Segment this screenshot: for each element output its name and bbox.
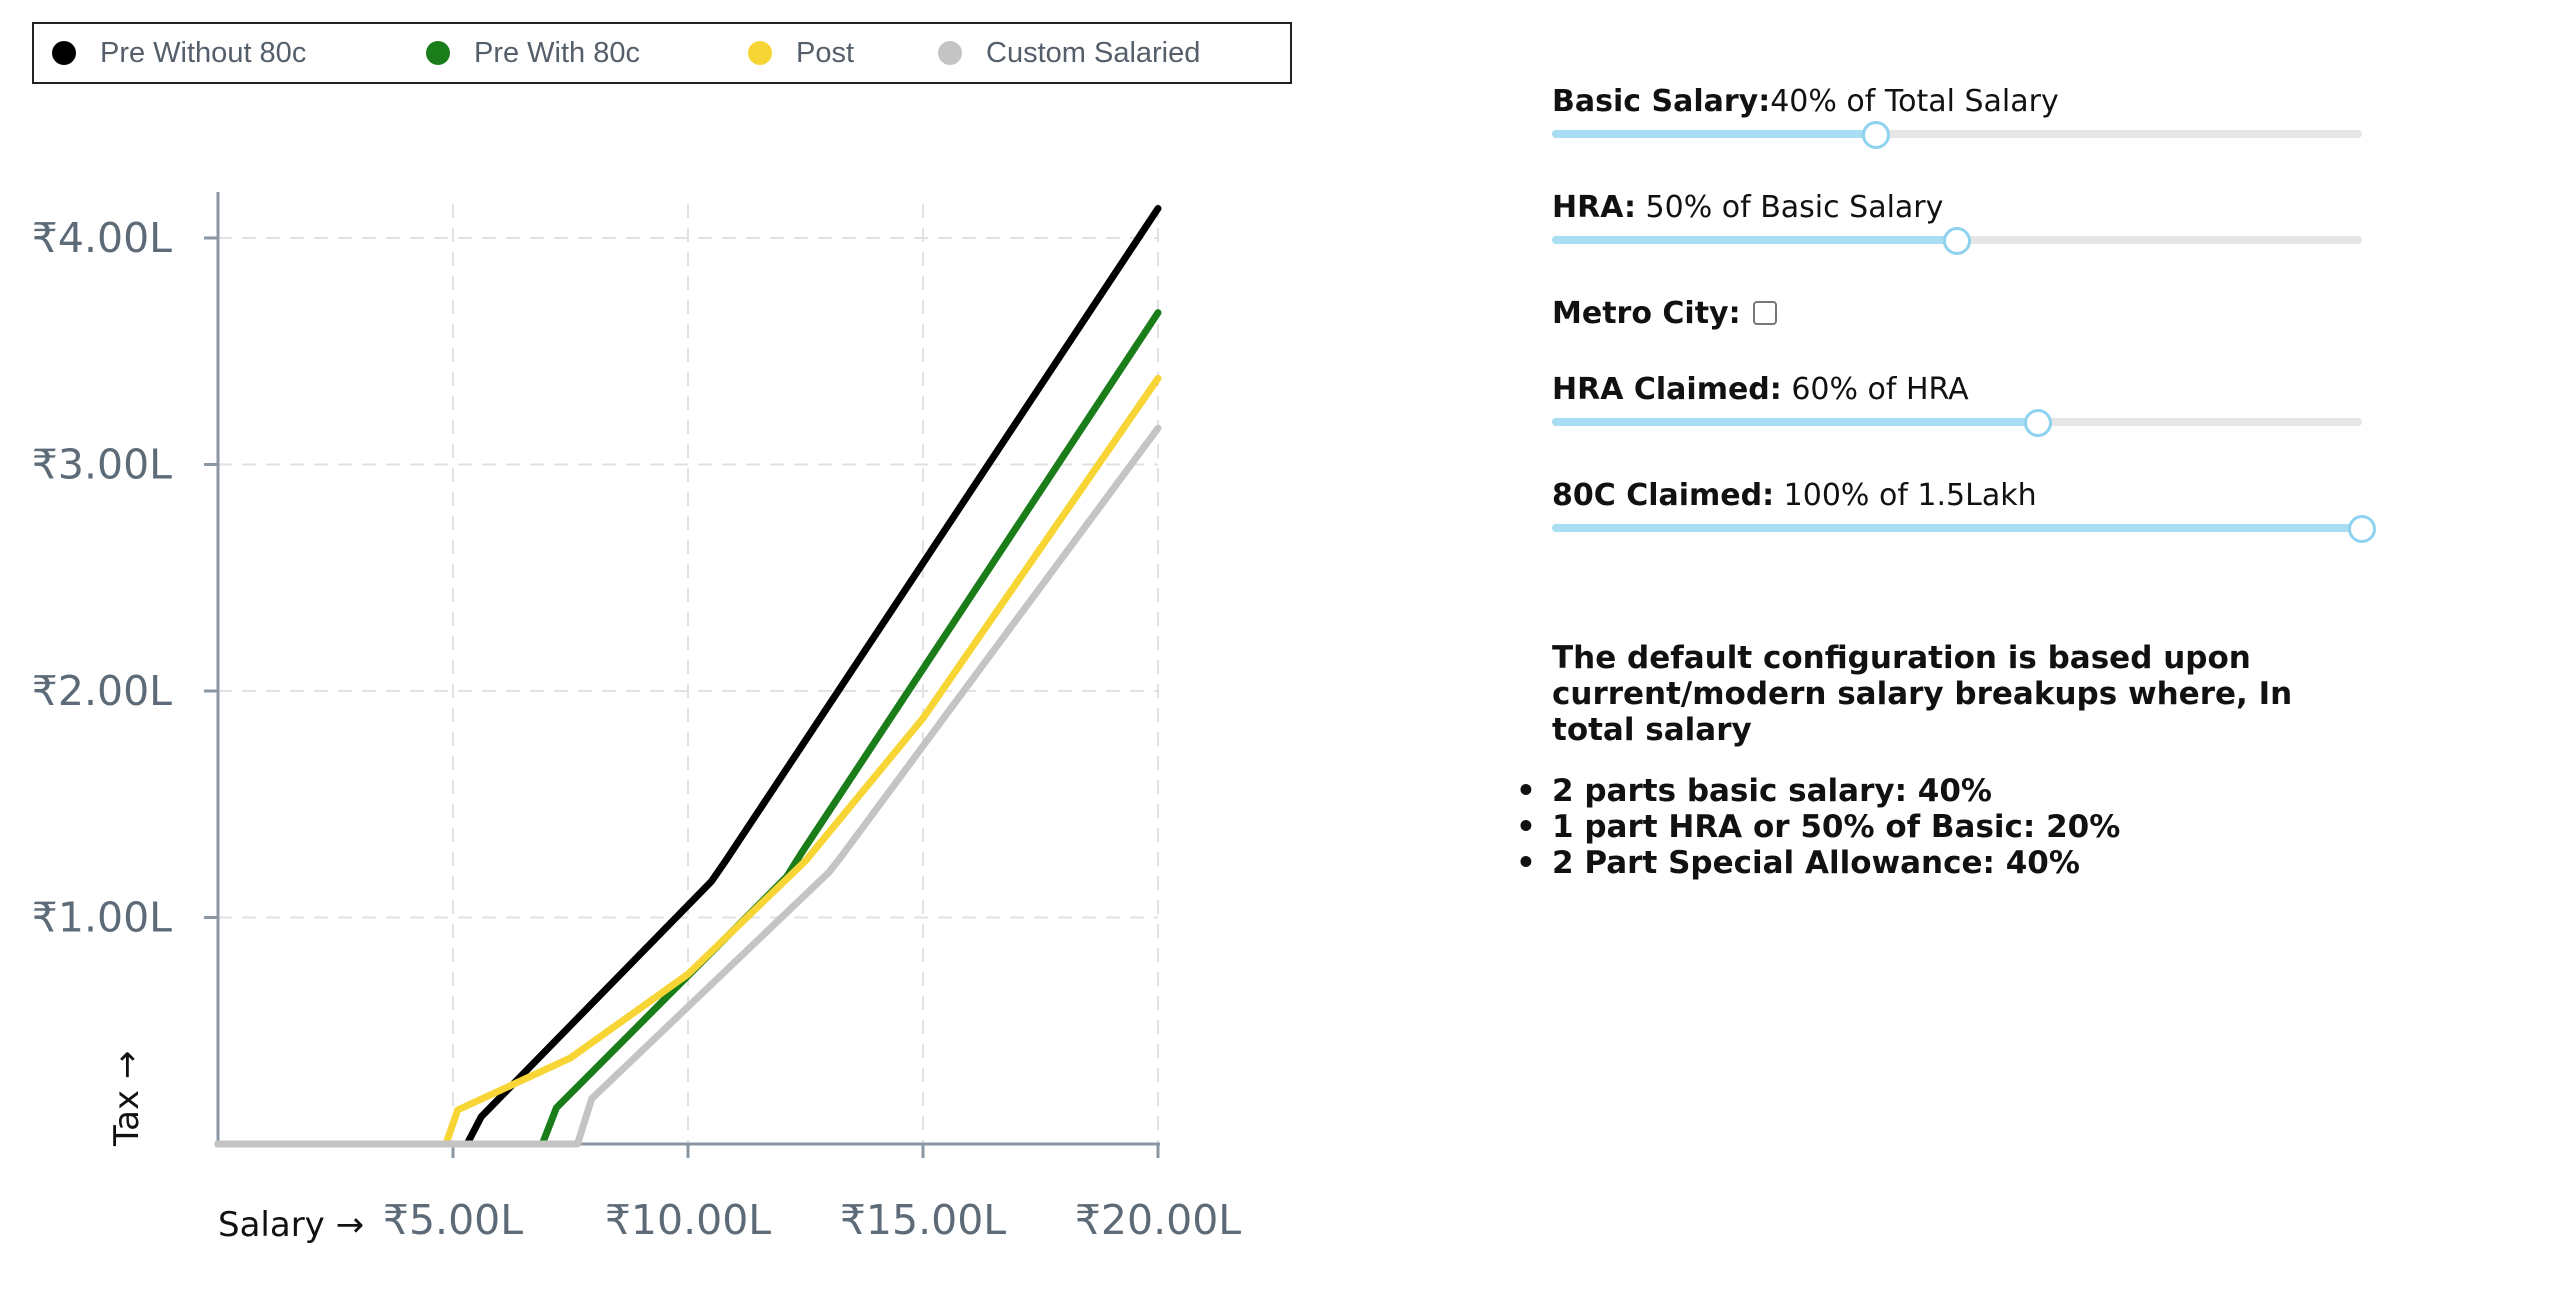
metro-city-label: Metro City: bbox=[1552, 296, 1777, 331]
hra-claimed-slider[interactable] bbox=[1552, 408, 2362, 437]
y-tick-label: ₹2.00L bbox=[32, 667, 172, 715]
series-line bbox=[214, 309, 1162, 1148]
legend-dot-icon bbox=[748, 41, 772, 65]
slider-thumb[interactable] bbox=[1943, 227, 1971, 255]
80c-claimed-slider[interactable] bbox=[1552, 514, 2376, 543]
legend-dot-icon bbox=[426, 41, 450, 65]
slider-thumb[interactable] bbox=[1862, 121, 1890, 149]
hra-slider[interactable] bbox=[1552, 226, 2362, 255]
legend-item-pre-without-80c[interactable]: Pre Without 80c bbox=[52, 24, 306, 82]
chart-legend: Pre Without 80c Pre With 80c Post Custom… bbox=[32, 22, 1292, 84]
breakup-list: 2 parts basic salary: 40% 1 part HRA or … bbox=[1516, 773, 2120, 881]
legend-dot-icon bbox=[938, 41, 962, 65]
hra-claimed-label: HRA Claimed: 60% of HRA bbox=[1552, 372, 1969, 407]
x-tick-label: ₹10.00L bbox=[605, 1196, 771, 1244]
legend-item-post[interactable]: Post bbox=[748, 24, 854, 82]
legend-dot-icon bbox=[52, 41, 76, 65]
slider-thumb[interactable] bbox=[2024, 409, 2052, 437]
y-axis-title: Tax → bbox=[107, 1051, 147, 1147]
controls-panel: Basic Salary:40% of Total Salary HRA: 50… bbox=[1516, 0, 2552, 1304]
x-tick-label: ₹15.00L bbox=[840, 1196, 1006, 1244]
legend-item-custom-salaried[interactable]: Custom Salaried bbox=[938, 24, 1200, 82]
series-line bbox=[214, 424, 1162, 1148]
y-tick-label: ₹1.00L bbox=[32, 893, 172, 941]
y-tick-label: ₹4.00L bbox=[32, 214, 172, 262]
80c-claimed-label: 80C Claimed: 100% of 1.5Lakh bbox=[1552, 478, 2037, 513]
metro-city-checkbox[interactable] bbox=[1752, 301, 1777, 325]
config-note: The default configuration is based upon … bbox=[1552, 640, 2293, 748]
legend-label: Pre Without 80c bbox=[100, 36, 307, 69]
x-tick-label: ₹20.00L bbox=[1075, 1196, 1241, 1244]
x-axis-title: Salary → bbox=[218, 1205, 364, 1245]
basic-salary-label: Basic Salary:40% of Total Salary bbox=[1552, 84, 2059, 119]
legend-item-pre-with-80c[interactable]: Pre With 80c bbox=[426, 24, 640, 82]
legend-label: Pre With 80c bbox=[474, 36, 640, 69]
slider-thumb[interactable] bbox=[2348, 515, 2376, 543]
legend-label: Custom Salaried bbox=[986, 36, 1201, 69]
list-item: 1 part HRA or 50% of Basic: 20% bbox=[1516, 809, 2120, 845]
y-tick-label: ₹3.00L bbox=[32, 440, 172, 488]
legend-label: Post bbox=[796, 36, 855, 69]
tax-chart: ₹1.00L ₹2.00L ₹3.00L ₹4.00L ₹5.00L ₹10.00L ₹15… bbox=[32, 192, 1241, 1245]
x-tick-label: ₹5.00L bbox=[383, 1196, 523, 1244]
list-item: 2 parts basic salary: 40% bbox=[1516, 773, 2120, 809]
hra-label: HRA: 50% of Basic Salary bbox=[1552, 190, 1944, 225]
basic-salary-slider[interactable] bbox=[1552, 120, 2362, 149]
list-item: 2 Part Special Allowance: 40% bbox=[1516, 845, 2120, 881]
series-line bbox=[214, 374, 1162, 1148]
